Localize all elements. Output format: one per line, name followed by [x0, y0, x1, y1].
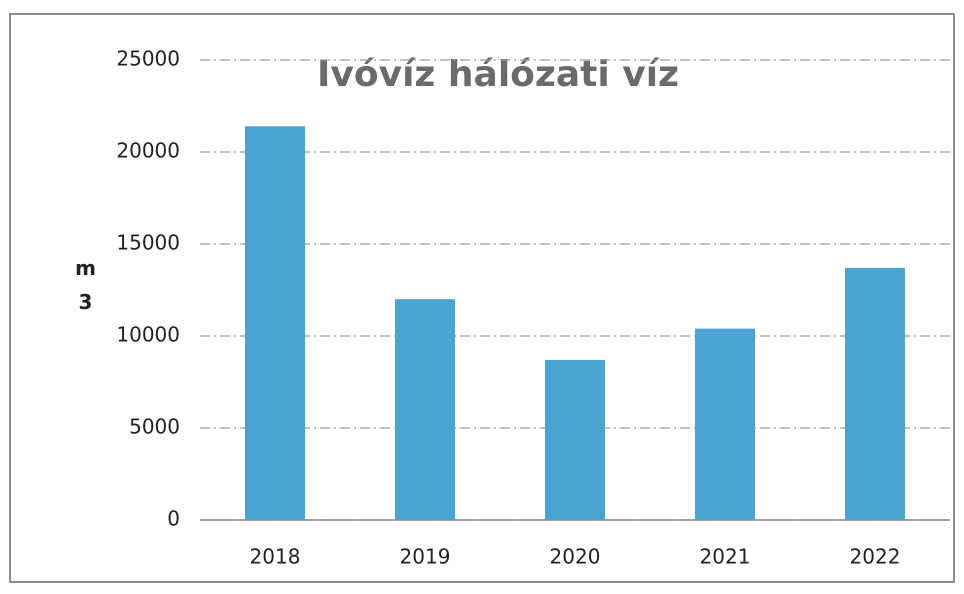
y-tick-label: 20000	[116, 139, 180, 163]
y-tick-label: 10000	[116, 323, 180, 347]
bar	[845, 267, 905, 520]
y-axis-label: m3	[74, 256, 98, 324]
y-tick-label: 15000	[116, 231, 180, 255]
bar	[245, 126, 305, 521]
y-tick-label: 5000	[129, 415, 180, 439]
x-tick-label: 2022	[850, 545, 901, 569]
y-tick-label: 0	[167, 507, 180, 531]
frame	[9, 13, 955, 583]
chart-title: Ivóvíz hálózati víz	[317, 54, 679, 95]
x-tick-label: 2021	[700, 545, 751, 569]
bar	[695, 328, 755, 520]
x-tick-label: 2019	[400, 545, 451, 569]
y-tick-label: 25000	[116, 47, 180, 71]
x-tick-label: 2018	[250, 545, 301, 569]
x-tick-label: 2020	[550, 545, 601, 569]
bar	[395, 299, 455, 520]
bar	[545, 359, 605, 520]
